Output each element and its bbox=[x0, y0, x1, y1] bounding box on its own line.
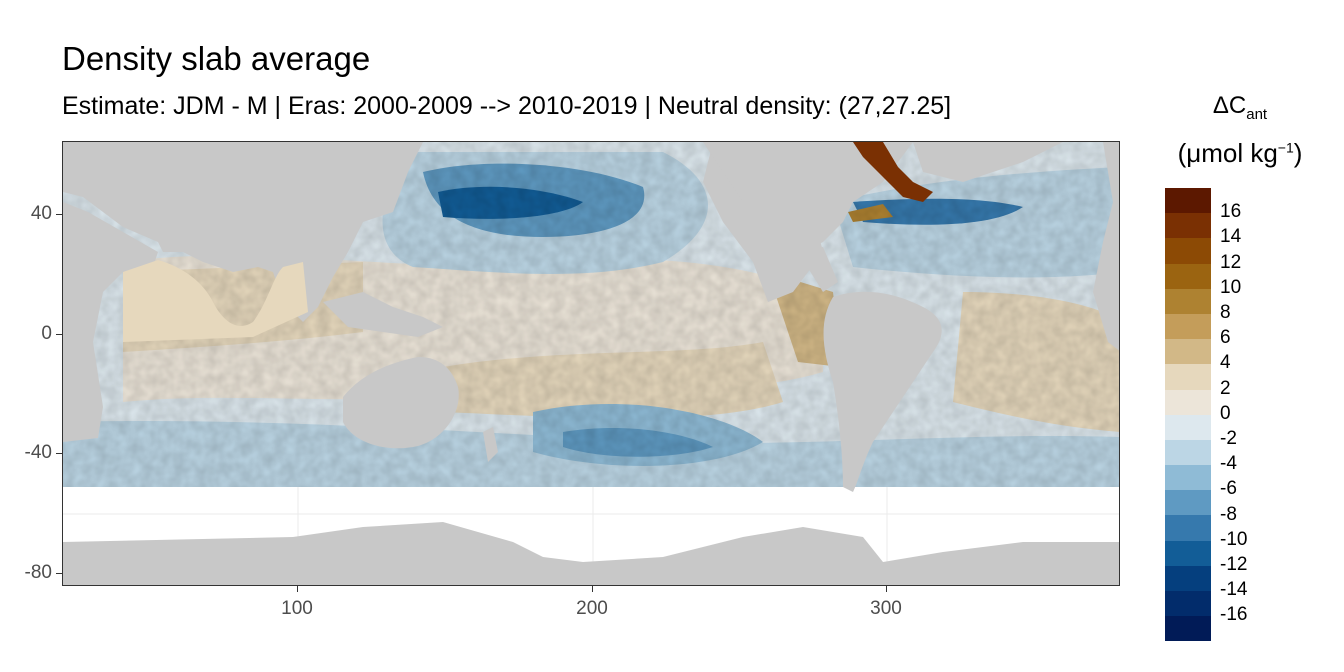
y-tickmark-minus80 bbox=[56, 573, 62, 574]
legend-swatch bbox=[1165, 591, 1211, 617]
land-central-america bbox=[798, 247, 838, 292]
legend-swatch bbox=[1165, 490, 1211, 516]
map-svg bbox=[63, 142, 1119, 585]
legend-label: 0 bbox=[1220, 402, 1231, 424]
legend-title-unit: (μmol kg−1) bbox=[1177, 138, 1303, 168]
legend-swatch bbox=[1165, 213, 1211, 239]
legend-label: -4 bbox=[1220, 453, 1237, 475]
legend-swatch bbox=[1165, 616, 1211, 642]
legend-label: 2 bbox=[1220, 377, 1231, 399]
legend-colorbar bbox=[1165, 188, 1211, 642]
x-tickmark-200 bbox=[592, 586, 593, 592]
y-tick-label: 40 bbox=[30, 203, 52, 224]
legend-swatch bbox=[1165, 465, 1211, 491]
legend-swatch bbox=[1165, 565, 1211, 591]
y-tick-label: 0 bbox=[41, 323, 52, 344]
legend-label: -8 bbox=[1220, 503, 1237, 525]
legend-swatch bbox=[1165, 313, 1211, 340]
legend-label: 6 bbox=[1220, 327, 1231, 349]
legend-label: -2 bbox=[1220, 428, 1237, 449]
x-tickmark-100 bbox=[297, 586, 298, 592]
land-asia bbox=[63, 142, 423, 322]
y-tickmark-minus40 bbox=[56, 453, 62, 454]
legend-label: 4 bbox=[1220, 352, 1231, 374]
legend-swatch bbox=[1165, 414, 1211, 440]
legend-label: -6 bbox=[1220, 478, 1237, 500]
legend-swatch bbox=[1165, 540, 1211, 566]
legend-label: -16 bbox=[1220, 604, 1248, 626]
legend-label: -12 bbox=[1220, 554, 1248, 575]
land-africa bbox=[63, 142, 158, 442]
land-indonesia bbox=[323, 292, 443, 337]
land-masses bbox=[63, 142, 1119, 585]
legend-swatch bbox=[1165, 515, 1211, 541]
legend-label: -14 bbox=[1220, 579, 1248, 601]
x-tick-label: 300 bbox=[870, 598, 902, 619]
plot-title: Density slab average bbox=[62, 40, 371, 77]
land-newzealand bbox=[483, 427, 498, 462]
legend-swatch bbox=[1165, 188, 1211, 214]
land-north-america-east bbox=[703, 142, 913, 252]
land-south-america bbox=[823, 291, 942, 492]
x-tick-label: 200 bbox=[576, 598, 608, 619]
y-tickmark-0 bbox=[56, 334, 62, 335]
legend-label: 14 bbox=[1220, 226, 1242, 248]
legend-title-symbol: ΔCant bbox=[1212, 92, 1268, 123]
legend-swatch bbox=[1165, 263, 1211, 289]
legend-swatch bbox=[1165, 389, 1211, 415]
y-tickmark-40 bbox=[56, 214, 62, 215]
legend-swatch bbox=[1165, 339, 1211, 365]
x-tick-label: 100 bbox=[281, 598, 313, 619]
legend-label: 8 bbox=[1220, 302, 1231, 323]
ocean-arabian bbox=[123, 260, 308, 342]
legend-swatch bbox=[1165, 238, 1211, 264]
land-europe-africa-east bbox=[1093, 142, 1119, 351]
legend-label: 16 bbox=[1220, 201, 1242, 223]
land-greenland bbox=[913, 142, 1063, 182]
land-antarctica bbox=[63, 522, 1119, 585]
y-tick-label: -40 bbox=[24, 442, 52, 463]
plot-subtitle: Estimate: JDM - M | Eras: 2000-2009 --> … bbox=[62, 92, 952, 120]
legend-swatch bbox=[1165, 364, 1211, 390]
map-panel bbox=[62, 141, 1120, 586]
x-tickmark-300 bbox=[886, 586, 887, 592]
legend-label: 12 bbox=[1220, 251, 1242, 273]
legend-label: 10 bbox=[1220, 276, 1242, 298]
land-australia bbox=[343, 357, 459, 449]
labrador-brown bbox=[853, 142, 933, 202]
y-tick-label: -80 bbox=[24, 562, 52, 583]
legend-swatch bbox=[1165, 288, 1211, 314]
legend-label: -10 bbox=[1220, 528, 1248, 550]
legend-swatch bbox=[1165, 439, 1211, 466]
